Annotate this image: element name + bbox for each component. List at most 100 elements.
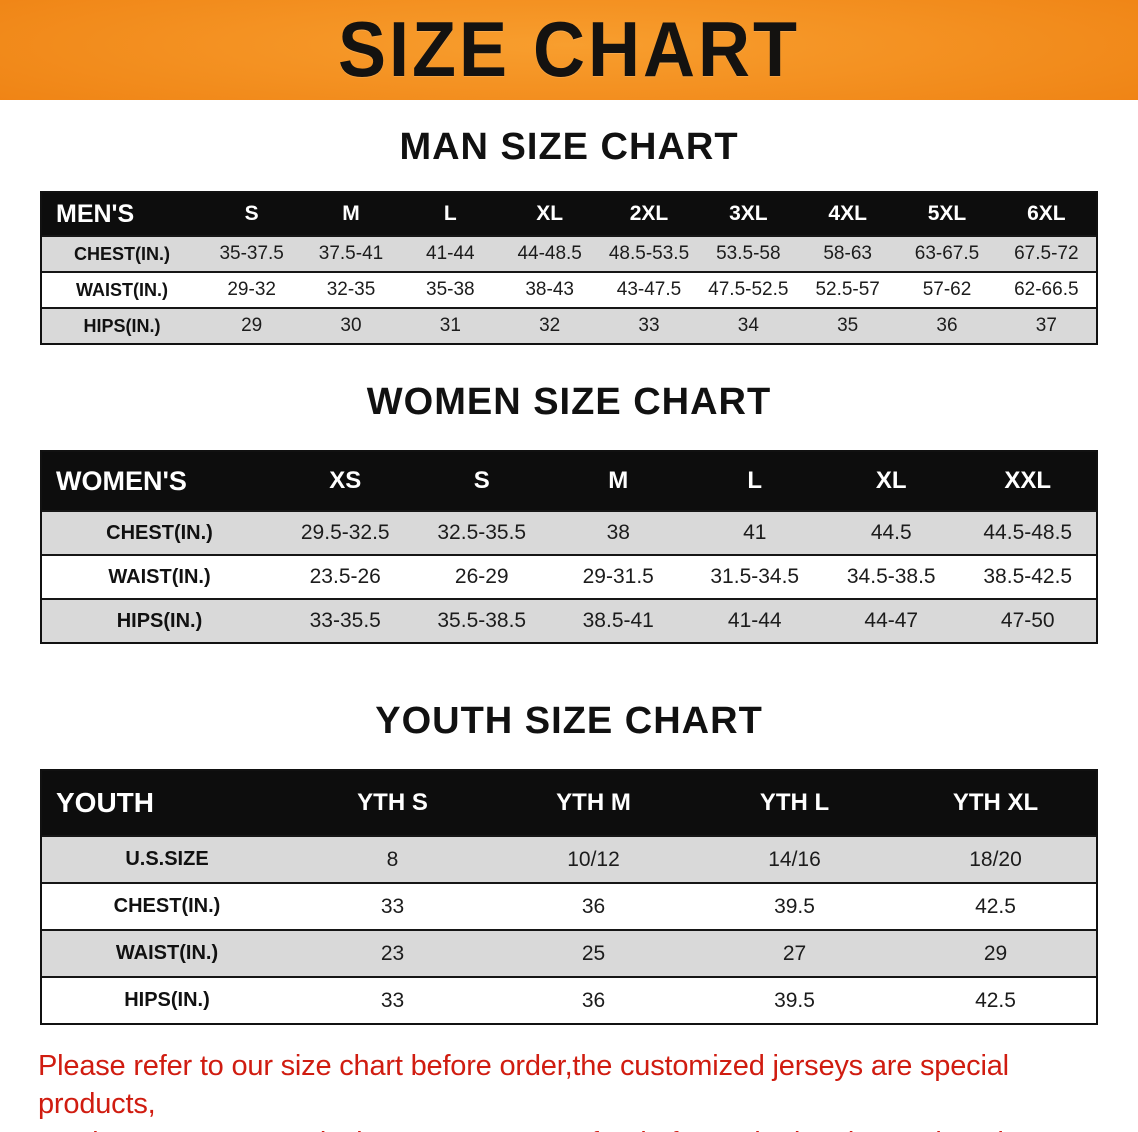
value-cell: 33-35.5 [309, 609, 381, 632]
value-cell: 29-32 [227, 279, 276, 300]
row-label: CHEST(IN.) [106, 521, 213, 544]
row-label: CHEST(IN.) [113, 895, 221, 917]
value-cell: 25 [581, 941, 606, 965]
value-cell: 39.5 [774, 894, 815, 918]
table-row: WAIST(IN.) 23.5-26 26-29 29-31.5 31.5-34.5 34… [42, 554, 1096, 598]
value-cell: 37 [1035, 315, 1057, 336]
row-label: CHEST(IN.) [74, 243, 170, 264]
value-cell: 37.5-41 [318, 243, 384, 264]
size-header-cell: L [747, 467, 763, 494]
table-header-row: YOUTH YTH S YTH M YTH L YTH XL [42, 771, 1096, 835]
value-cell: 31 [439, 315, 461, 336]
size-header-cell: YTH XL [952, 789, 1039, 816]
men-section-heading: MAN SIZE CHART [399, 126, 739, 168]
value-cell: 44-48.5 [517, 243, 582, 264]
value-cell: 48.5-53.5 [608, 243, 690, 264]
table-header-row: MEN'S S M L XL 2XL 3XL 4XL 5XL 6XL [42, 193, 1096, 235]
size-header-cell: 4XL [828, 202, 867, 225]
value-cell: 29 [983, 941, 1008, 965]
table-title-cell: WOMEN'S [56, 465, 187, 496]
value-cell: 43-47.5 [616, 279, 682, 300]
men-size-table: MEN'S S M L XL 2XL 3XL 4XL 5XL 6XL CHEST(IN.) 35-37… [40, 191, 1098, 345]
banner: SIZE CHART [0, 0, 1138, 100]
value-cell: 58-63 [823, 243, 872, 264]
row-label: HIPS(IN.) [116, 609, 203, 632]
table-row: WAIST(IN.) 23 25 27 29 [42, 929, 1096, 976]
disclaimer-line-1: Please refer to our size chart before or… [38, 1050, 1009, 1121]
value-cell: 44.5 [870, 521, 912, 544]
size-header-cell: XXL [1004, 467, 1052, 494]
size-header-cell: L [443, 202, 457, 225]
row-label: U.S.SIZE [125, 848, 209, 870]
value-cell: 29 [241, 315, 263, 336]
value-cell: 33 [380, 988, 405, 1012]
value-cell: 35-37.5 [219, 243, 284, 264]
value-cell: 34.5-38.5 [846, 565, 936, 588]
value-cell: 27 [782, 941, 807, 965]
value-cell: 29-31.5 [582, 565, 654, 588]
value-cell: 10/12 [567, 847, 620, 871]
table-title-cell: MEN'S [56, 199, 135, 228]
table-row: CHEST(IN.) 33 36 39.5 42.5 [42, 882, 1096, 929]
size-header-cell: XL [536, 202, 564, 225]
value-cell: 32-35 [326, 279, 376, 300]
value-cell: 33 [638, 315, 660, 336]
table-header-row: WOMEN'S XS S M L XL XXL [42, 452, 1096, 510]
table-row: HIPS(IN.) 29 30 31 32 33 34 35 36 37 [42, 307, 1096, 343]
value-cell: 29.5-32.5 [300, 521, 390, 544]
size-header-cell: YTH M [556, 789, 631, 816]
row-label: WAIST(IN.) [108, 565, 211, 588]
value-cell: 44-47 [864, 609, 919, 632]
size-header-cell: M [342, 202, 360, 225]
value-cell: 8 [386, 847, 399, 871]
value-cell: 18/20 [969, 847, 1022, 871]
value-cell: 36 [581, 988, 606, 1012]
size-header-cell: 3XL [729, 202, 768, 225]
value-cell: 41-44 [727, 609, 782, 632]
size-header-cell: S [244, 202, 259, 225]
table-row: HIPS(IN.) 33-35.5 35.5-38.5 38.5-41 41-44 44-… [42, 598, 1096, 642]
disclaimer-line-2: we don't accept cancel, change, teturn o… [38, 1124, 1100, 1132]
size-header-cell: 5XL [927, 202, 967, 225]
value-cell: 42.5 [975, 988, 1016, 1012]
value-cell: 63-67.5 [914, 243, 980, 264]
size-header-cell: XL [875, 467, 907, 494]
value-cell: 32 [539, 315, 561, 336]
value-cell: 23.5-26 [309, 565, 381, 588]
value-cell: 39.5 [774, 988, 815, 1012]
row-label: HIPS(IN.) [83, 315, 161, 336]
value-cell: 41-44 [426, 243, 475, 264]
value-cell: 44.5-48.5 [983, 521, 1073, 544]
value-cell: 47.5-52.5 [708, 279, 789, 300]
women-section-heading: WOMEN SIZE CHART [366, 381, 772, 423]
value-cell: 35.5-38.5 [437, 609, 527, 632]
value-cell: 14/16 [768, 847, 821, 871]
value-cell: 38.5-41 [582, 609, 654, 632]
value-cell: 53.5-58 [716, 243, 781, 264]
size-header-cell: S [473, 467, 490, 494]
table-title-cell: YOUTH [56, 787, 154, 818]
size-header-cell: YTH L [759, 789, 830, 816]
value-cell: 57-62 [922, 279, 972, 300]
value-cell: 36 [581, 894, 606, 918]
page-title: SIZE CHART [338, 6, 800, 94]
disclaimer-note: Please refer to our size chart before or… [38, 1047, 1100, 1132]
value-cell: 41 [743, 521, 767, 544]
value-cell: 36 [936, 315, 958, 336]
value-cell: 33 [380, 894, 405, 918]
value-cell: 26-29 [454, 565, 509, 588]
value-cell: 31.5-34.5 [710, 565, 800, 588]
value-cell: 42.5 [975, 894, 1016, 918]
value-cell: 34 [737, 315, 759, 336]
size-header-cell: 2XL [629, 202, 669, 225]
value-cell: 30 [340, 315, 362, 336]
value-cell: 23 [380, 941, 405, 965]
table-row: U.S.SIZE 8 10/12 14/16 18/20 [42, 835, 1096, 882]
value-cell: 32.5-35.5 [437, 521, 527, 544]
table-row: HIPS(IN.) 33 36 39.5 42.5 [42, 976, 1096, 1023]
women-size-table: WOMEN'S XS S M L XL XXL CHEST(IN.) 29.5-32.5 32.5… [40, 450, 1098, 644]
value-cell: 35-38 [426, 279, 475, 300]
youth-size-table: YOUTH YTH S YTH M YTH L YTH XL U.S.SIZE 8 10/12… [40, 769, 1098, 1025]
table-row: CHEST(IN.) 35-37.5 37.5-41 41-44 44-48.5 48.5… [42, 235, 1096, 271]
